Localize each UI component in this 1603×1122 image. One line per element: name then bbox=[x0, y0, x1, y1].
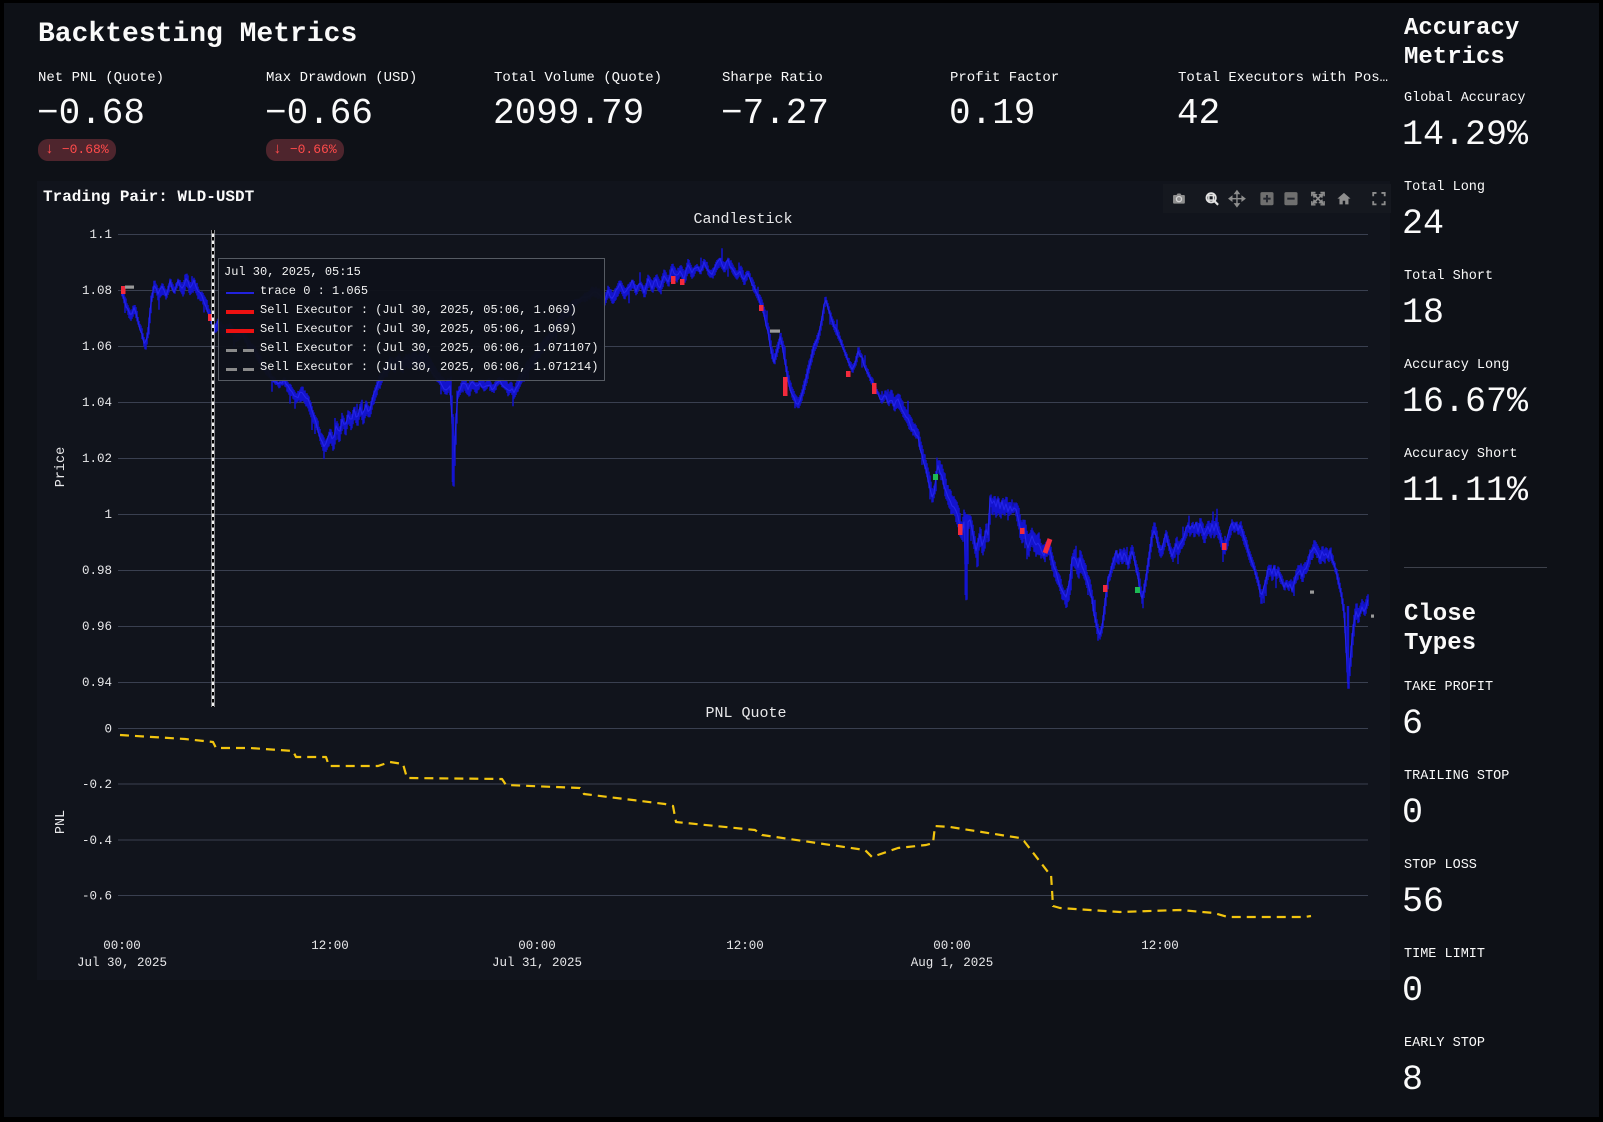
svg-text:1.06: 1.06 bbox=[82, 340, 112, 354]
svg-text:00:00: 00:00 bbox=[518, 939, 556, 953]
svg-text:1.08: 1.08 bbox=[82, 284, 112, 298]
svg-text:1.04: 1.04 bbox=[82, 396, 112, 410]
svg-text:1.1: 1.1 bbox=[89, 228, 112, 242]
svg-text:-0.4: -0.4 bbox=[82, 834, 112, 848]
svg-text:1: 1 bbox=[104, 508, 112, 522]
svg-text:1.02: 1.02 bbox=[82, 452, 112, 466]
svg-text:PNL: PNL bbox=[54, 810, 69, 834]
svg-text:Candlestick: Candlestick bbox=[693, 211, 792, 228]
svg-text:Price: Price bbox=[54, 447, 69, 488]
svg-text:00:00: 00:00 bbox=[933, 939, 971, 953]
svg-text:Aug 1, 2025: Aug 1, 2025 bbox=[911, 956, 994, 970]
svg-text:Jul 30, 2025: Jul 30, 2025 bbox=[77, 956, 167, 970]
svg-text:-0.6: -0.6 bbox=[82, 890, 112, 904]
svg-text:12:00: 12:00 bbox=[726, 939, 764, 953]
svg-text:0.98: 0.98 bbox=[82, 564, 112, 578]
svg-text:0.96: 0.96 bbox=[82, 620, 112, 634]
svg-text:Jul 31, 2025: Jul 31, 2025 bbox=[492, 956, 582, 970]
svg-text:12:00: 12:00 bbox=[1141, 939, 1179, 953]
svg-text:00:00: 00:00 bbox=[103, 939, 141, 953]
svg-text:PNL Quote: PNL Quote bbox=[705, 705, 786, 722]
svg-text:0: 0 bbox=[104, 723, 112, 737]
svg-text:12:00: 12:00 bbox=[311, 939, 349, 953]
svg-text:0.94: 0.94 bbox=[82, 676, 112, 690]
svg-text:-0.2: -0.2 bbox=[82, 778, 112, 792]
